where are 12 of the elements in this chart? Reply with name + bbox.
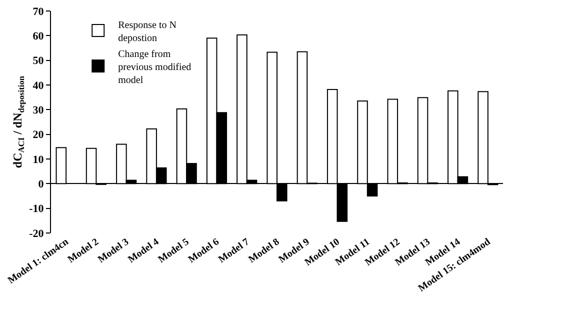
y-tick-label: -20	[29, 228, 44, 240]
y-tick-label: 0	[38, 178, 44, 191]
y-tick-label: 10	[32, 154, 44, 166]
y-tick-label: 40	[32, 80, 44, 92]
legend-label: Change from previous modified model	[118, 48, 192, 86]
y-tick-label: 30	[32, 104, 44, 117]
y-tick-label: 20	[32, 129, 44, 142]
y-tick-label: 50	[32, 55, 44, 68]
y-tick-label: 60	[32, 30, 44, 43]
legend-label: Response to N depostion	[118, 20, 176, 44]
y-tick-label: 70	[32, 6, 44, 18]
y-tick-label: -10	[29, 203, 44, 216]
